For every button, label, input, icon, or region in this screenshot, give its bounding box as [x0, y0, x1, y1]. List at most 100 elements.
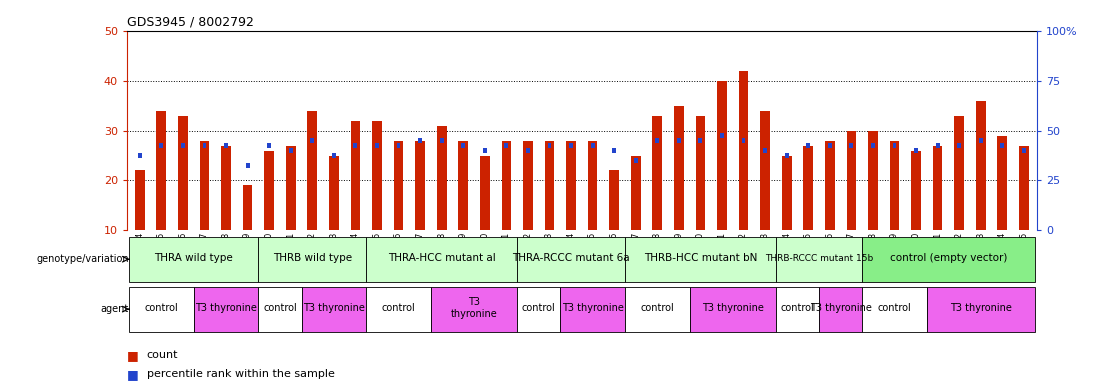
Bar — [265, 151, 274, 230]
Bar — [517, 286, 560, 331]
Bar — [911, 151, 921, 230]
Bar — [332, 153, 335, 158]
Bar — [222, 146, 231, 230]
Bar — [310, 138, 314, 143]
Bar — [286, 146, 296, 230]
Bar — [957, 143, 961, 148]
Text: control: control — [264, 303, 297, 313]
Bar — [775, 286, 820, 331]
Bar — [612, 148, 617, 153]
Bar — [523, 141, 533, 230]
Text: control: control — [878, 303, 911, 313]
Bar — [566, 141, 576, 230]
Bar — [677, 138, 681, 143]
Bar — [588, 141, 598, 230]
Bar — [157, 111, 167, 230]
Bar — [871, 143, 875, 148]
Bar — [760, 111, 770, 230]
Bar — [890, 141, 899, 230]
Bar — [784, 153, 789, 158]
Text: THRB wild type: THRB wild type — [272, 253, 352, 263]
Bar — [301, 286, 366, 331]
Bar — [782, 156, 792, 230]
Text: percentile rank within the sample: percentile rank within the sample — [147, 369, 334, 379]
Bar — [243, 185, 253, 230]
Bar — [717, 81, 727, 230]
Text: THRA-HCC mutant al: THRA-HCC mutant al — [388, 253, 495, 263]
Bar — [720, 133, 724, 138]
Bar — [976, 101, 986, 230]
Bar — [459, 141, 468, 230]
Bar — [526, 148, 529, 153]
Bar — [933, 146, 942, 230]
Bar — [351, 121, 361, 230]
Text: GDS3945 / 8002792: GDS3945 / 8002792 — [127, 15, 254, 28]
Bar — [353, 143, 357, 148]
Bar — [178, 116, 188, 230]
Text: T3 thyronine: T3 thyronine — [195, 303, 257, 313]
Bar — [138, 153, 141, 158]
Bar — [372, 121, 382, 230]
Text: genotype/variation: genotype/variation — [36, 254, 129, 264]
Bar — [329, 156, 339, 230]
Bar — [366, 286, 431, 331]
Bar — [625, 286, 689, 331]
Bar — [634, 158, 638, 163]
Text: agent: agent — [100, 304, 129, 314]
Text: count: count — [147, 350, 179, 360]
Text: control: control — [144, 303, 179, 313]
Bar — [418, 138, 422, 143]
Bar — [258, 237, 366, 282]
Bar — [696, 116, 705, 230]
Bar — [200, 141, 210, 230]
Text: control (empty vector): control (empty vector) — [890, 253, 1007, 263]
Text: control: control — [641, 303, 674, 313]
Bar — [397, 143, 400, 148]
Bar — [806, 143, 811, 148]
Text: T3
thyronine: T3 thyronine — [451, 297, 497, 319]
Text: T3 thyronine: T3 thyronine — [561, 303, 623, 313]
Bar — [547, 143, 552, 148]
Bar — [954, 116, 964, 230]
Bar — [803, 146, 813, 230]
Bar — [655, 138, 660, 143]
Bar — [775, 237, 863, 282]
Bar — [1019, 146, 1029, 230]
Bar — [591, 143, 595, 148]
Bar — [129, 286, 194, 331]
Bar — [653, 116, 662, 230]
Bar — [289, 148, 292, 153]
Bar — [631, 156, 641, 230]
Bar — [741, 138, 746, 143]
Bar — [863, 237, 1035, 282]
Bar — [160, 143, 163, 148]
Bar — [914, 148, 918, 153]
Bar — [569, 143, 572, 148]
Bar — [625, 237, 775, 282]
Text: THRA-RCCC mutant 6a: THRA-RCCC mutant 6a — [512, 253, 630, 263]
Bar — [224, 143, 228, 148]
Bar — [978, 138, 983, 143]
Bar — [203, 143, 206, 148]
Bar — [135, 170, 144, 230]
Bar — [868, 131, 878, 230]
Bar — [483, 148, 486, 153]
Bar — [1000, 143, 1004, 148]
Bar — [504, 143, 508, 148]
Bar — [863, 286, 927, 331]
Text: THRB-HCC mutant bN: THRB-HCC mutant bN — [644, 253, 757, 263]
Bar — [892, 143, 897, 148]
Bar — [375, 143, 379, 148]
Bar — [935, 143, 940, 148]
Bar — [480, 156, 490, 230]
Bar — [129, 237, 258, 282]
Bar — [267, 143, 271, 148]
Bar — [825, 141, 835, 230]
Bar — [437, 126, 447, 230]
Bar — [828, 143, 832, 148]
Bar — [308, 111, 318, 230]
Bar — [366, 237, 517, 282]
Text: T3 thyronine: T3 thyronine — [702, 303, 763, 313]
Text: T3 thyronine: T3 thyronine — [303, 303, 365, 313]
Text: control: control — [382, 303, 416, 313]
